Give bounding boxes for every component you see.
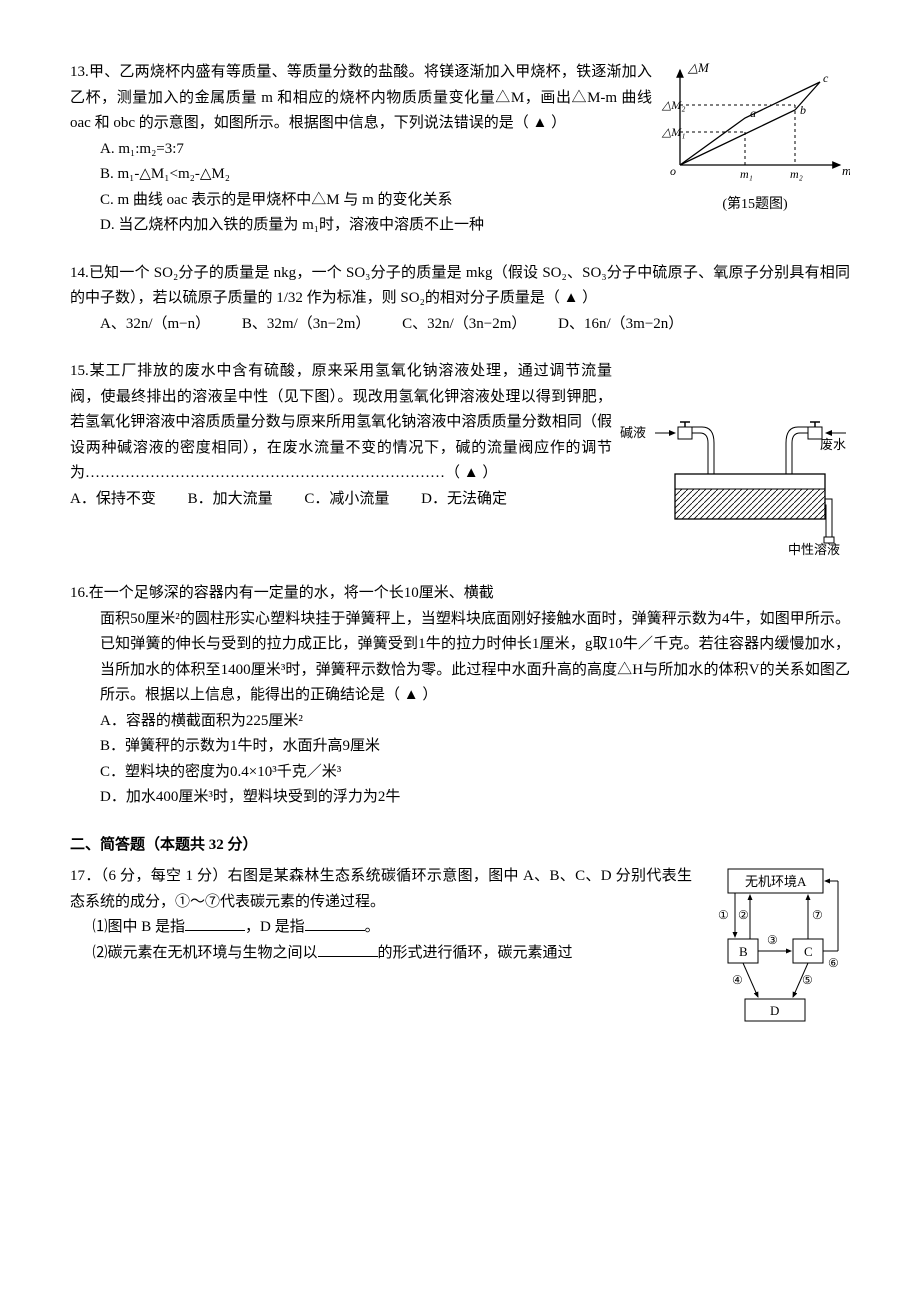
q14-opt-b: B、32m/（3n−2m） (242, 316, 370, 332)
q14-opt-c: C、32n/（3n−2m） (402, 316, 526, 332)
q15-opt-a: A．保持不变 (70, 491, 156, 507)
svg-text:⑦: ⑦ (812, 908, 823, 922)
question-16: 16.在一个足够深的容器内有一定量的水，将一个长10厘米、横截 面积50厘米²的… (70, 581, 850, 811)
q13-opt-d: D. 当乙烧杯内加入铁的质量为 m₁时，溶液中溶质不止一种 (100, 213, 850, 239)
svg-text:△M₂: △M₂ (661, 98, 685, 112)
q16-opt-a: A．容器的横截面积为225厘米² (100, 709, 850, 735)
q14-opt-a: A、32n/（m−n） (100, 316, 210, 332)
question-15: 碱液 废水 中性溶液 15.某工厂排放的废水中含 (70, 359, 850, 559)
q17-diagram: 无机环境A B C D ① ② ③ ④ ⑤ (700, 864, 850, 1024)
blank-d[interactable] (305, 915, 365, 931)
q14-stem: 14.已知一个 SO₂分子的质量是 nkg，一个 SO₃分子的质量是 mkg（假… (70, 261, 850, 312)
svg-text:⑥: ⑥ (828, 956, 839, 970)
q14-options: A、32n/（m−n） B、32m/（3n−2m） C、32n/（3n−2m） … (70, 312, 850, 338)
svg-text:①: ① (718, 908, 729, 922)
q15-opt-d: D．无法确定 (421, 491, 507, 507)
q14-opt-d: D、16n/（3m−2n） (558, 316, 683, 332)
question-14: 14.已知一个 SO₂分子的质量是 nkg，一个 SO₃分子的质量是 mkg（假… (70, 261, 850, 338)
q16-opt-d: D．加水400厘米³时，塑料块受到的浮力为2牛 (100, 785, 850, 811)
chart-ylabel: △M (687, 60, 710, 75)
blank-b[interactable] (185, 915, 245, 931)
svg-text:废水: 废水 (820, 437, 846, 452)
q15-figure: 碱液 废水 中性溶液 (620, 419, 850, 559)
q15-opt-b: B．加大流量 (188, 491, 273, 507)
question-17: 无机环境A B C D ① ② ③ ④ ⑤ (70, 864, 850, 1024)
svg-text:m₂: m₂ (790, 167, 803, 181)
svg-text:中性溶液: 中性溶液 (788, 542, 840, 557)
q16-stem: 16.在一个足够深的容器内有一定量的水，将一个长10厘米、横截 (70, 581, 850, 607)
svg-text:④: ④ (732, 973, 743, 987)
q15-opt-c: C．减小流量 (304, 491, 389, 507)
q16-opt-b: B．弹簧秤的示数为1牛时，水面升高9厘米 (100, 734, 850, 760)
svg-text:⑤: ⑤ (802, 973, 813, 987)
q16-opt-c: C．塑料块的密度为0.4×10³千克／米³ (100, 760, 850, 786)
svg-text:碱液: 碱液 (620, 425, 646, 440)
svg-text:△M₁: △M₁ (661, 125, 685, 139)
q16-body: 面积50厘米²的圆柱形实心塑料块挂于弹簧秤上，当塑料块底面刚好接触水面时，弹簧秤… (70, 607, 850, 709)
q16-options: A．容器的横截面积为225厘米² B．弹簧秤的示数为1牛时，水面升高9厘米 C．… (70, 709, 850, 811)
svg-text:③: ③ (767, 933, 778, 947)
q13-figure: △M m △M₁ △M₂ m₁ m₂ o a b c (第15题图) (660, 60, 850, 217)
q15-diagram: 碱液 废水 中性溶液 (620, 419, 850, 559)
q13-figure-caption: (第15题图) (660, 193, 850, 217)
svg-text:C: C (804, 944, 813, 959)
svg-text:无机环境A: 无机环境A (745, 874, 807, 889)
question-13: △M m △M₁ △M₂ m₁ m₂ o a b c (第15题图) 13.甲、… (70, 60, 850, 239)
svg-text:②: ② (738, 908, 749, 922)
q17-figure: 无机环境A B C D ① ② ③ ④ ⑤ (700, 864, 850, 1024)
svg-text:o: o (670, 164, 676, 178)
svg-text:c: c (823, 71, 829, 85)
svg-text:b: b (800, 103, 806, 117)
chart-xlabel: m (842, 163, 850, 178)
svg-text:D: D (770, 1003, 779, 1018)
svg-text:m₁: m₁ (740, 167, 753, 181)
blank-form[interactable] (318, 941, 378, 957)
q13-chart: △M m △M₁ △M₂ m₁ m₂ o a b c (660, 60, 850, 190)
svg-text:a: a (750, 106, 756, 120)
section-2-title: 二、简答题（本题共 32 分） (70, 833, 850, 859)
svg-text:B: B (739, 944, 748, 959)
